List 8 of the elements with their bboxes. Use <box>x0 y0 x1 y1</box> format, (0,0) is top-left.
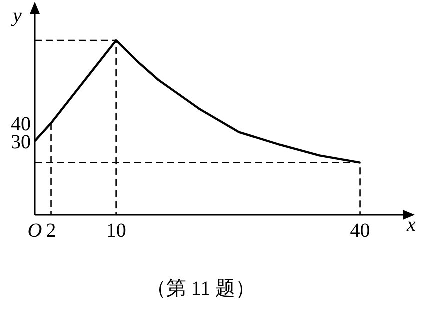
x-tick-label: 10 <box>106 220 126 242</box>
y-axis-title: y <box>11 5 22 27</box>
x-tick-label: 40 <box>350 220 370 242</box>
x-tick-label: 2 <box>46 220 56 242</box>
text: （第 11 题） <box>146 278 256 300</box>
x-tick-label: O <box>28 220 42 242</box>
y-tick-label: 30 <box>11 131 31 154</box>
x-axis-title: x <box>406 214 416 236</box>
